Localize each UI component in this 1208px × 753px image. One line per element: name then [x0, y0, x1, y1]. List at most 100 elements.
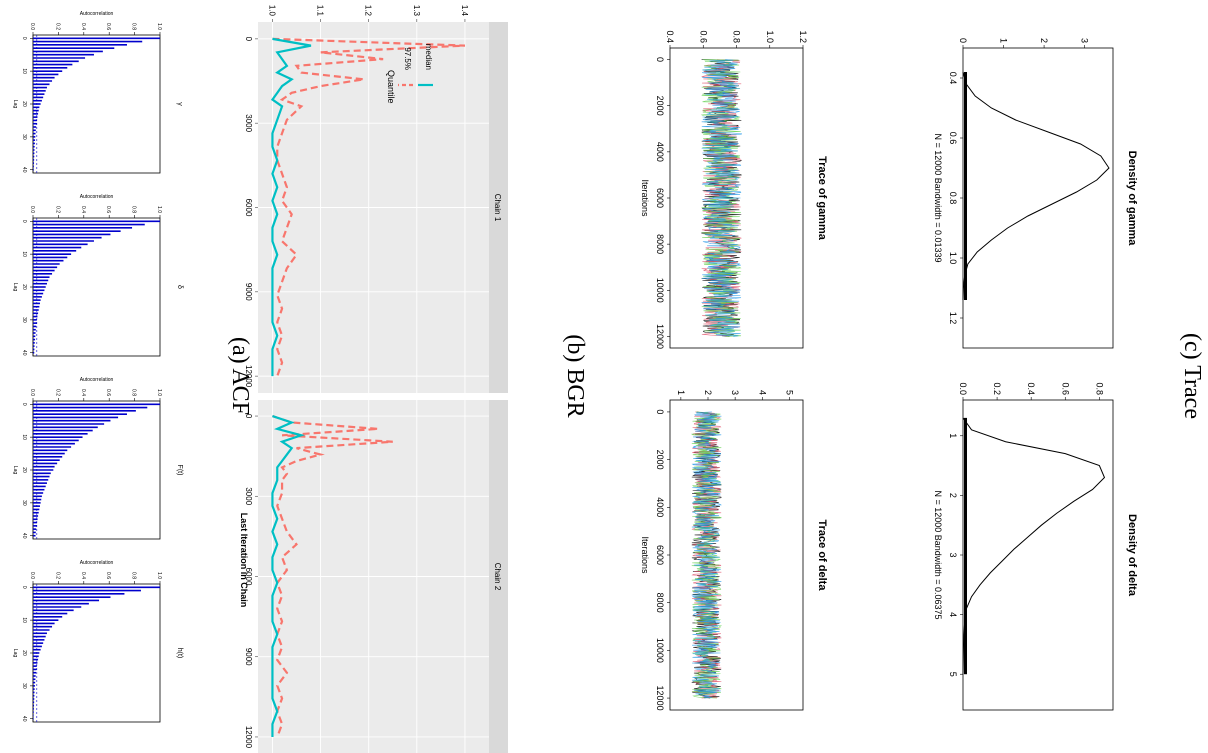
trace-xtick-label: 1 [948, 433, 958, 438]
trace-figure: Trace of gamma02000400060008000100001200… [640, 30, 1205, 710]
trace-xtick-label: 2000 [655, 450, 665, 470]
acf-xtick-label: 0 [21, 220, 27, 223]
acf-ylabel: Autocorrelation [80, 11, 114, 17]
acf-xtick-label: 20 [21, 650, 27, 656]
bgr-figure: Chain 1 0 3000 6000 9000 12000 Chain 2 0 3000 600… [239, 0, 588, 753]
acf-ytick-label: 0.0 [29, 389, 35, 396]
acf-ytick-label: 0.6 [105, 206, 111, 213]
acf-ytick-label: 0.6 [105, 389, 111, 396]
trace-frame [669, 399, 804, 711]
acf-ytick-label: 0.8 [131, 572, 137, 579]
acf-ytick-label: 1.0 [156, 572, 162, 579]
trace-xtick-label: 0.8 [948, 192, 958, 205]
bgr-ylabel: Shrink Factor [344, 0, 403, 2]
trace-ytick-label: 1 [676, 390, 686, 395]
trace-xtick-label: 12000 [655, 324, 665, 349]
bgr-xtick-label: 9000 [244, 283, 253, 301]
trace-panels: Trace of gamma02000400060008000100001200… [640, 30, 1138, 710]
trace-frame [962, 399, 1114, 711]
trace-chain-1 [701, 59, 742, 337]
acf-ytick-label: 0.0 [29, 23, 35, 30]
trace-frame [962, 47, 1114, 349]
trace-xlabel: Iterations [640, 179, 650, 217]
bgr-caption: (b) BGR [562, 334, 588, 417]
acf-title: γ [176, 102, 183, 106]
trace-ytick-label: 3 [1080, 38, 1090, 43]
trace-panel-1: Density of gamma N = 12000 Bandwidth = 0.… [933, 38, 1138, 349]
bgr-xlabel: Last Iteration in Chain [239, 513, 249, 608]
acf-panel-1: δ 0 10 20 30 40 Lag 0.0 0.2 0.4 0.6 0.8 1.0 Autocorre… [12, 194, 183, 357]
bgr-strip-label: Chain 2 [493, 563, 502, 591]
acf-frame [32, 217, 161, 357]
acf-xlabel: Lag [12, 649, 18, 658]
acf-title: F(t) [176, 465, 183, 476]
acf-xtick-label: 20 [21, 467, 27, 473]
trace-panel-0: Trace of gamma 0 2000 4000 6000 8000 10000 1200… [640, 30, 828, 348]
acf-ytick-label: 0.0 [29, 206, 35, 213]
acf-xlabel: Lag [12, 100, 18, 109]
bgr-xtick-label: 12000 [244, 365, 253, 388]
acf-xtick-label: 30 [21, 683, 27, 689]
acf-frame [32, 34, 161, 174]
acf-ylabel: Autocorrelation [80, 377, 114, 383]
trace-xtick-label: 2000 [655, 96, 665, 116]
acf-xlabel: Lag [12, 283, 18, 292]
trace-xtick-label: 10000 [655, 638, 665, 663]
trace-title: Density of gamma [1126, 151, 1138, 247]
bgr-strip [489, 22, 508, 393]
acf-xtick-label: 40 [21, 716, 27, 722]
acf-xtick-label: 30 [21, 500, 27, 506]
trace-xtick-label: 5 [948, 672, 958, 677]
bgr-xtick-label: 3000 [244, 114, 253, 132]
acf-xtick-label: 10 [21, 251, 27, 257]
trace-xlabel: Iterations [640, 536, 650, 574]
trace-xtick-label: 1.2 [948, 312, 958, 325]
bgr-strip-label: Chain 1 [493, 194, 502, 222]
acf-ytick-label: 0.6 [105, 23, 111, 30]
acf-panels: γ 0 10 20 30 40 Lag 0.0 0.2 0.4 0.6 0.8 1.0 Autocorre… [12, 11, 183, 723]
acf-xtick-label: 10 [21, 68, 27, 74]
trace-xtick-label: 6000 [655, 188, 665, 208]
trace-ytick-label: 3 [730, 390, 740, 395]
trace-xtick-label: 2 [948, 493, 958, 498]
acf-ytick-label: 0.8 [131, 389, 137, 396]
acf-caption: (a) ACF [227, 337, 253, 415]
bgr-xtick-label: 0 [244, 37, 253, 42]
trace-ytick-label: 2 [703, 390, 713, 395]
acf-xtick-label: 0 [21, 403, 27, 406]
trace-xtick-label: 0 [655, 409, 665, 414]
acf-title: h(t) [176, 648, 183, 659]
trace-ytick-label: 1.0 [765, 30, 775, 43]
trace-ytick-label: 2 [1039, 38, 1049, 43]
bgr-ytick-label: 1.3 [412, 5, 421, 17]
bgr-xtick-label: 0 [244, 414, 253, 419]
acf-frame [32, 583, 161, 723]
bgr-xtick-label: 3000 [244, 487, 253, 505]
acf-ytick-label: 0.4 [80, 389, 86, 396]
acf-ytick-label: 1.0 [156, 389, 162, 396]
acf-ylabel: Autocorrelation [80, 194, 114, 200]
acf-xtick-label: 10 [21, 434, 27, 440]
bgr-panel-0: Chain 1 0 3000 6000 9000 12000 [244, 22, 508, 393]
trace-ytick-label: 0 [958, 38, 968, 43]
acf-xtick-label: 30 [21, 134, 27, 140]
bgr-xtick-label: 12000 [244, 726, 253, 749]
bgr-series-q975 [272, 415, 393, 738]
trace-chain-2 [690, 411, 723, 699]
trace-xtick-label: 4000 [655, 142, 665, 162]
bgr-panel-1: Chain 2 0 3000 6000 9000 12000 [244, 400, 508, 753]
acf-ytick-label: 0.8 [131, 206, 137, 213]
trace-xtick-label: 1.0 [948, 252, 958, 265]
trace-panel-2: Trace of delta 0 2000 4000 6000 8000 10000 1200… [640, 390, 828, 711]
acf-xtick-label: 0 [21, 37, 27, 40]
trace-xtick-label: 0 [655, 57, 665, 62]
bgr-ytick-label: 1.1 [316, 5, 325, 17]
bgr-xtick-label: 6000 [244, 568, 253, 586]
acf-ytick-label: 0.8 [131, 23, 137, 30]
density-curve [962, 417, 1106, 675]
bgr-series-median [271, 415, 306, 737]
acf-ytick-label: 0.4 [80, 572, 86, 579]
acf-ylabel: Autocorrelation [80, 560, 114, 566]
trace-ytick-label: 0.2 [992, 382, 1002, 395]
